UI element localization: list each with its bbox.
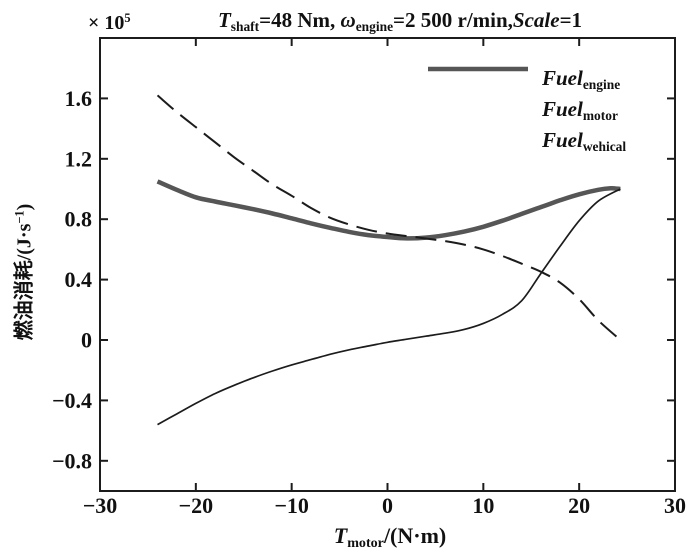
title-scale: Scale [512,8,560,32]
x-tick-label: 0 [382,493,393,518]
y-tick-label: 0.4 [65,267,93,292]
legend-dashed-line-sample [428,68,528,85]
x-tick-label: 20 [568,493,590,518]
x-tick-label: −10 [274,493,309,518]
x-tick-label: 30 [664,493,686,518]
x-axis-label: Tmotor/(N·m) [240,523,540,552]
series-fuel-engine [156,94,622,341]
title-omega: ω [340,8,356,32]
title-T: T [217,8,231,32]
legend-thin-line-sample [428,68,528,116]
y-axis-label-text: 燃油消耗/(J·s [13,223,36,341]
y-axis-label: 燃油消耗/(J·s−1) [8,204,37,341]
y-tick-label: 0 [81,328,92,353]
y-tick-label: 0.8 [65,207,93,232]
title-sub-shaft: shaft [230,18,260,34]
y-axis-multiplier-base: × 10 [88,11,125,34]
legend-item-label: Fuelwehical [542,127,627,154]
x-tick-label: −20 [179,493,214,518]
title-scale-value: =1 [559,8,583,32]
legend-item-fuel-wehical: Fuelwehical [428,66,627,157]
title-speed-value: =2 500 r/min, [393,8,513,32]
legend: Fuelengine Fuelmotor Fuelwehical [428,64,626,157]
legend-thick-line-sample [428,66,528,147]
chart-title: Tshaft=48 Nm, ωengine=2 500 r/min,Scale=… [140,8,660,35]
series-fuel-motor [157,188,621,426]
y-axis-multiplier-exponent: 5 [124,11,131,25]
legend-item-label: Fuelmotor [542,96,618,123]
y-tick-label: 1.2 [65,146,93,171]
axis-ticks [100,38,675,491]
legend-item-label: Fuelengine [542,65,621,92]
x-tick-label: 10 [472,493,494,518]
x-axis-label-sub-motor: motor [347,534,384,551]
series-fuel-wehical [156,179,621,241]
legend-item-fuel-motor: Fuelmotor [428,68,626,126]
y-tick-label: 1.6 [65,86,93,111]
x-tick-label: −30 [83,493,118,518]
title-sub-engine: engine [355,18,394,34]
y-axis-label-close: ) [13,203,36,211]
x-axis-label-units: /(N·m) [383,523,447,548]
y-axis-label-exponent: −1 [12,210,27,224]
y-tick-label: −0.4 [52,388,92,413]
y-tick-label: −0.8 [52,448,92,473]
y-axis-multiplier: × 105 [88,11,131,35]
x-axis-label-T: T [333,523,348,548]
title-torque-value: =48 Nm, [259,8,341,32]
